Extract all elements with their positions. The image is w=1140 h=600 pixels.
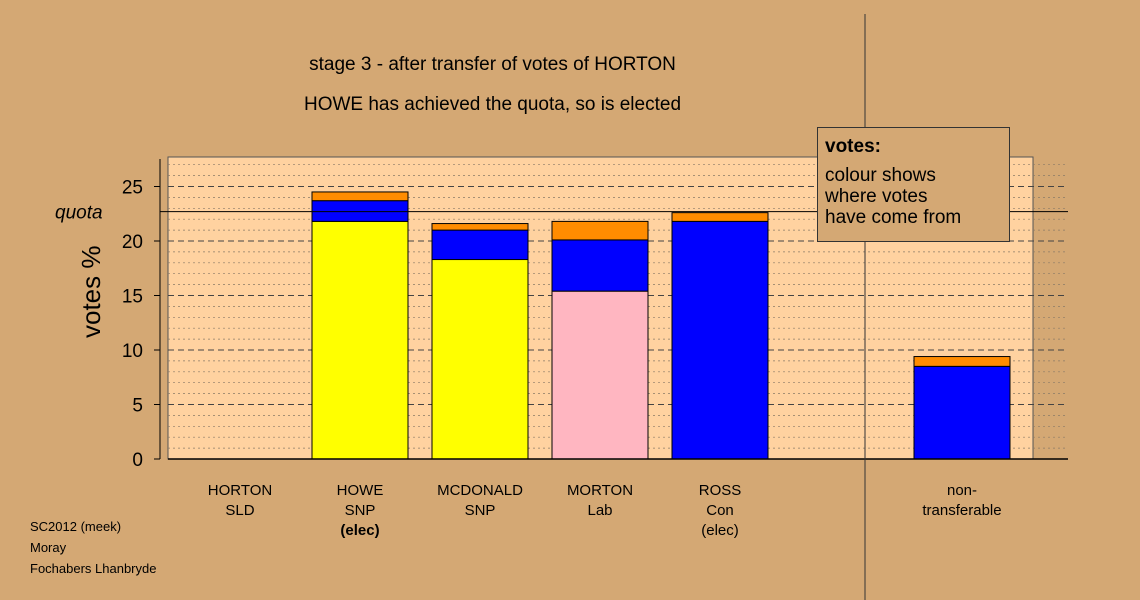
candidate-name: MORTON — [566, 482, 634, 499]
legend-line: colour shows — [825, 165, 936, 186]
bar-segment — [551, 239, 649, 292]
legend: votes: colour shows where votes have com… — [817, 127, 1010, 242]
footer-line: SC2012 (meek) — [30, 519, 122, 534]
bar-segment — [311, 191, 409, 202]
bar-segment — [913, 365, 1011, 460]
y-tick-label: 20 — [122, 232, 143, 253]
bar-segment — [913, 356, 1011, 367]
x-category-label: MORTON Lab — [530, 481, 670, 521]
bar-segment — [311, 200, 409, 222]
candidate-name: non- — [946, 482, 978, 499]
y-tick-label: 25 — [122, 178, 143, 199]
footer-line: Moray — [30, 540, 67, 555]
chart-subtitle: HOWE has achieved the quota, so is elect… — [303, 94, 682, 115]
y-tick-label: 15 — [122, 287, 143, 308]
x-category-label: non-transferable — [892, 481, 1032, 521]
bar-segment — [431, 223, 529, 231]
legend-line: where votes — [825, 186, 928, 207]
y-tick-label: 10 — [122, 341, 143, 362]
y-ticks: 0 5 10 15 20 25 — [122, 178, 160, 471]
candidate-name: HOWE — [336, 482, 384, 499]
candidate-name: ROSS — [698, 482, 742, 499]
y-tick-label: 5 — [132, 396, 143, 417]
quota-label: quota — [55, 203, 103, 224]
y-tick-label: 0 — [132, 450, 143, 471]
bar-segment — [311, 220, 409, 460]
bar-segment — [671, 220, 769, 460]
candidate-party: transferable — [922, 502, 1002, 519]
bar-segment — [551, 290, 649, 460]
candidate-name: HORTON — [207, 482, 273, 499]
candidate-status: (elec) — [340, 522, 380, 539]
bar-segment — [551, 220, 649, 241]
x-category-label: MCDONALD SNP — [410, 481, 550, 521]
candidate-party: Con — [706, 502, 734, 519]
y-axis-label: votes % — [76, 246, 106, 339]
bar-segment — [671, 212, 769, 222]
candidate-party: SLD — [225, 502, 255, 519]
legend-heading: votes: — [825, 136, 881, 157]
candidate-name: MCDONALD — [437, 482, 523, 499]
candidate-party: Lab — [587, 502, 613, 519]
x-category-label: ROSS Con (elec) — [650, 481, 790, 541]
candidate-status: (elec) — [701, 522, 739, 539]
bar-segment — [431, 229, 529, 261]
bar-segment — [431, 259, 529, 460]
candidate-party: SNP — [344, 502, 376, 519]
x-category-label: HOWE SNP (elec) — [290, 481, 430, 541]
bars — [311, 191, 1011, 460]
candidate-party: SNP — [464, 502, 496, 519]
footer: SC2012 (meek) Moray Fochabers Lhanbryde — [30, 516, 156, 579]
chart-title: stage 3 - after transfer of votes of HOR… — [309, 54, 676, 75]
legend-line: have come from — [825, 207, 962, 228]
x-category-label: HORTON SLD — [170, 481, 310, 521]
footer-line: Fochabers Lhanbryde — [30, 561, 157, 576]
